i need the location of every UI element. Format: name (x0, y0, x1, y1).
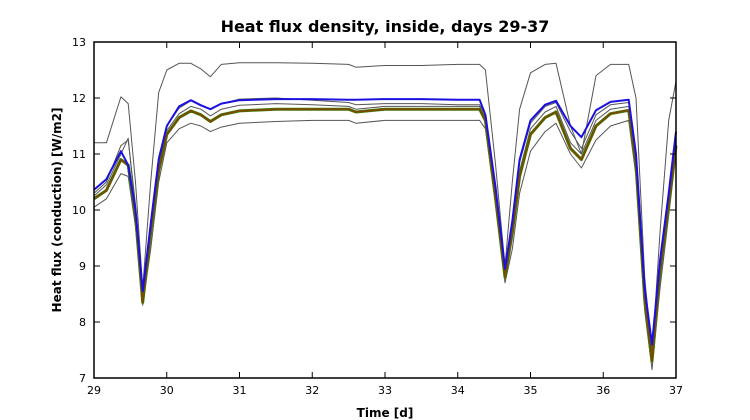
plot-frame (93, 41, 677, 379)
axis-ticks: 29 30 31 32 33 34 35 36 37 7 8 9 10 11 12 13 (72, 36, 683, 397)
y-tick-label: 12 (72, 92, 86, 105)
x-tick-label: 35 (524, 384, 538, 397)
series-lines (93, 62, 678, 371)
y-tick-label: 8 (79, 316, 86, 329)
x-tick-label: 37 (669, 384, 683, 397)
x-tick-label: 31 (233, 384, 247, 397)
y-tick-label: 7 (79, 372, 86, 385)
x-tick-label: 36 (596, 384, 610, 397)
y-tick-label: 13 (72, 36, 86, 49)
series-line-green (93, 107, 678, 363)
series-line-gray-lower (93, 119, 677, 371)
series-line-gray-mid-1 (93, 97, 677, 351)
x-axis-label: Time [d] (357, 406, 414, 420)
series-line-brown (93, 108, 677, 363)
x-tick-label: 29 (87, 384, 101, 397)
x-tick-label: 32 (305, 384, 319, 397)
y-tick-label: 11 (72, 148, 86, 161)
series-line-blue (93, 98, 677, 346)
x-tick-label: 33 (378, 384, 392, 397)
y-axis-label: Heat flux (conduction) [W/m2] (50, 108, 64, 313)
chart-title: Heat flux density, inside, days 29-37 (221, 17, 550, 36)
y-tick-label: 10 (72, 204, 86, 217)
x-tick-label: 34 (451, 384, 465, 397)
x-tick-label: 30 (160, 384, 174, 397)
series-line-gray-upper (94, 62, 677, 357)
y-tick-label: 9 (79, 260, 86, 273)
